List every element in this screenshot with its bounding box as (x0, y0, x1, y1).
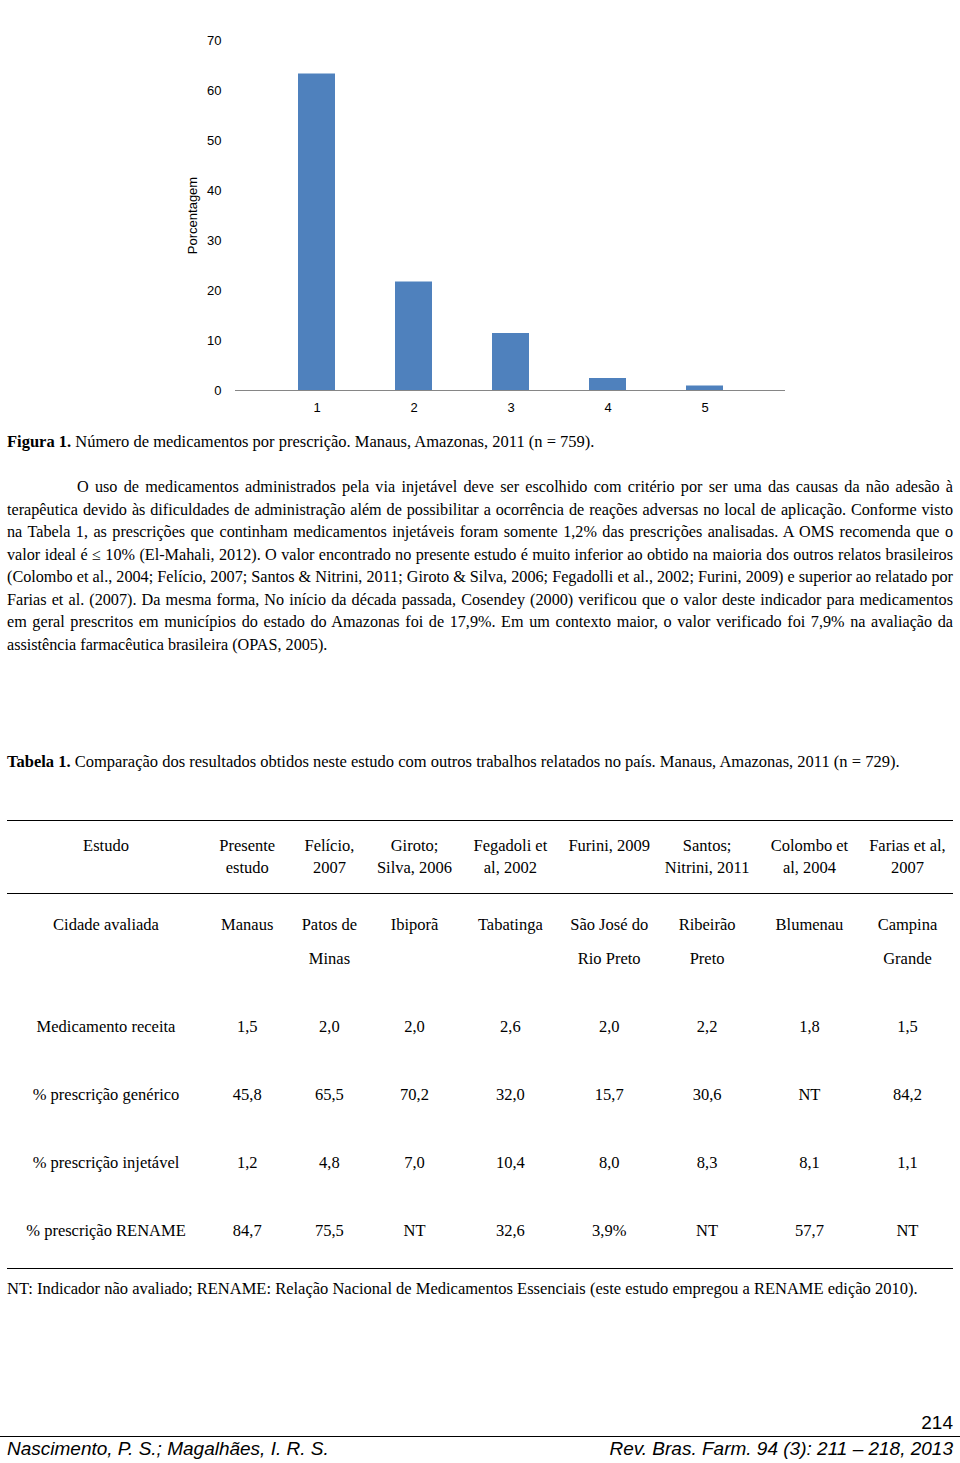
html-text:% prescrição genérico: % prescrição genérico (32, 1085, 180, 1104)
html-text:2,2: 2,2 (696, 1017, 718, 1036)
html-text:1,8: 1,8 (799, 1017, 820, 1036)
html-text:Cidade avaliada: Cidade avaliada (53, 915, 159, 934)
html-text:70,2: 70,2 (400, 1085, 429, 1104)
html-text:3,9%: 3,9% (592, 1221, 627, 1240)
html-text:O uso de medicamentos administ: O uso de medicamentos administrados pela… (7, 478, 953, 654)
svg-text:5: 5 (701, 400, 708, 415)
svg-text:50: 50 (207, 133, 221, 148)
html-text:8,0: 8,0 (598, 1153, 620, 1172)
html-text:Rev. Bras. Farm. 94 (3): 211 –: Rev. Bras. Farm. 94 (3): 211 – 218, 2013 (609, 1438, 953, 1459)
html-text:32,6: 32,6 (495, 1221, 525, 1240)
html-text:45,8: 45,8 (232, 1085, 262, 1104)
html-text:2,0: 2,0 (319, 1017, 340, 1036)
html-text:2,0: 2,0 (598, 1017, 620, 1036)
html-text:Ibiporã: Ibiporã (390, 915, 439, 934)
html-text:Santos; Nitrini, 2011: Santos; Nitrini, 2011 (664, 836, 750, 877)
html-text:Ribeirão Preto: Ribeirão Preto (678, 915, 736, 968)
html-text:Furini, 2009: Furini, 2009 (568, 836, 650, 855)
html-text:Presente estudo: Presente estudo (219, 836, 276, 877)
html-text:Medicamento receita: Medicamento receita (36, 1017, 176, 1036)
html-text:NT: NT (403, 1221, 426, 1240)
html-text:30,6: 30,6 (692, 1085, 722, 1104)
html-text:7,0: 7,0 (404, 1153, 425, 1172)
html-text:Patos de Minas: Patos de Minas (301, 915, 358, 968)
html-text:65,5: 65,5 (315, 1085, 344, 1104)
html-text:2,0: 2,0 (404, 1017, 425, 1036)
svg-text:70: 70 (207, 33, 221, 48)
html-text:1,5: 1,5 (897, 1017, 918, 1036)
html-text:Fegadoli et al, 2002: Fegadoli et al, 2002 (473, 836, 548, 877)
html-text:1,1: 1,1 (897, 1153, 918, 1172)
html-text:8,1: 8,1 (799, 1153, 820, 1172)
html-text:10,4: 10,4 (495, 1153, 525, 1172)
html-text:Colombo et al, 2004: Colombo et al, 2004 (770, 836, 849, 877)
html-text:75,5: 75,5 (315, 1221, 344, 1240)
html-text:Manaus: Manaus (221, 915, 274, 934)
html-text:Nascimento, P. S.; Magalhães,: Nascimento, P. S.; Magalhães, I. R. S. (7, 1438, 329, 1459)
html-text:Felício, 2007: Felício, 2007 (304, 836, 355, 877)
html-text:1,2: 1,2 (236, 1153, 258, 1172)
html-text:8,3: 8,3 (696, 1153, 718, 1172)
html-text:Farias et al, 2007: Farias et al, 2007 (869, 836, 946, 877)
html-text:Campina Grande: Campina Grande (877, 915, 938, 968)
svg-text:10: 10 (207, 333, 221, 348)
svg-text:3: 3 (507, 400, 514, 415)
html-text:Giroto; Silva, 2006: Giroto; Silva, 2006 (376, 836, 453, 877)
svg-text:60: 60 (207, 83, 221, 98)
html-text:4,8: 4,8 (319, 1153, 340, 1172)
html-text:84,7: 84,7 (232, 1221, 262, 1240)
html-text:2,6: 2,6 (500, 1017, 521, 1036)
html-text:% prescrição injetável: % prescrição injetável (32, 1153, 180, 1172)
html-text:% prescrição RENAME: % prescrição RENAME (26, 1221, 186, 1240)
html-text:Estudo: Estudo (83, 836, 129, 855)
svg-text:40: 40 (207, 183, 221, 198)
html-text:Blumenau: Blumenau (775, 915, 844, 934)
html-text:84,2: 84,2 (893, 1085, 922, 1104)
html-text:NT: NT (896, 1221, 919, 1240)
svg-text:2: 2 (410, 400, 417, 415)
svg-text:0: 0 (214, 383, 221, 398)
svg-text:20: 20 (207, 283, 221, 298)
html-text:15,7: 15,7 (594, 1085, 624, 1104)
html-text:NT: NT (798, 1085, 821, 1104)
html-text:Figura 1. Número de medicament: Figura 1. Número de medicamentos por pre… (7, 432, 595, 451)
svg-text:Porcentagem: Porcentagem (185, 177, 200, 254)
html-text:NT: NT (696, 1221, 719, 1240)
svg-text:30: 30 (207, 233, 221, 248)
html-text:São José do Rio Preto: São José do Rio Preto (570, 915, 649, 968)
html-text:214: 214 (921, 1412, 953, 1433)
html-text:Tabela 1. Comparação dos resul: Tabela 1. Comparação dos resultados obti… (7, 752, 900, 771)
html-text:Tabatinga: Tabatinga (477, 915, 543, 934)
html-text:32,0: 32,0 (495, 1085, 525, 1104)
html-text:1,5: 1,5 (236, 1017, 258, 1036)
svg-text:4: 4 (604, 400, 611, 415)
svg-text:1: 1 (313, 400, 320, 415)
html-text:57,7: 57,7 (795, 1221, 824, 1240)
html-text:NT: Indicador não avaliado; RE: NT: Indicador não avaliado; RENAME: Rela… (7, 1279, 918, 1298)
